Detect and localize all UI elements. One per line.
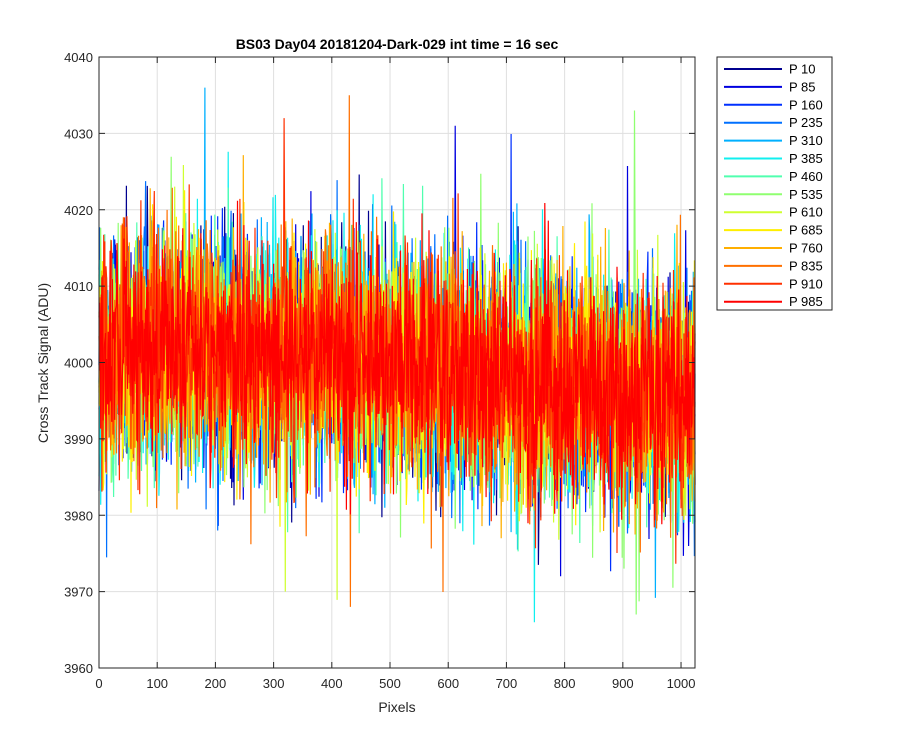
series-line bbox=[98, 200, 696, 525]
x-tick-label: 1000 bbox=[667, 676, 696, 691]
series-lines bbox=[98, 87, 696, 623]
chart-title: BS03 Day04 20181204-Dark-029 int time = … bbox=[236, 36, 559, 52]
legend-entry: P 535 bbox=[724, 187, 823, 202]
legend-entry: P 835 bbox=[724, 258, 823, 273]
y-tick-label: 4040 bbox=[64, 50, 93, 65]
legend-entry: P 10 bbox=[724, 62, 816, 77]
legend-entry: P 610 bbox=[724, 205, 823, 220]
y-axis-label: Cross Track Signal (ADU) bbox=[35, 283, 51, 443]
legend-label: P 10 bbox=[789, 62, 816, 77]
legend-entry: P 310 bbox=[724, 133, 823, 148]
y-tick-label: 3960 bbox=[64, 661, 93, 676]
legend: P 10 P 85 P 160 P 235 P 310 P 385 P 460 P 535 P … bbox=[716, 56, 833, 311]
legend-label: P 385 bbox=[789, 151, 823, 166]
y-tick-label: 3970 bbox=[64, 585, 93, 600]
y-tick-label: 3980 bbox=[64, 508, 93, 523]
legend-label: P 235 bbox=[789, 115, 823, 130]
x-tick-label: 900 bbox=[612, 676, 634, 691]
legend-label: P 985 bbox=[789, 294, 823, 309]
x-tick-labels: 0 100 200 300 400 500 600 700 800 900 1000 bbox=[95, 676, 695, 691]
legend-box bbox=[716, 56, 833, 311]
legend-entry: P 760 bbox=[724, 241, 823, 256]
legend-label: P 535 bbox=[789, 187, 823, 202]
x-tick-label: 400 bbox=[321, 676, 343, 691]
x-tick-label: 300 bbox=[263, 676, 285, 691]
y-tick-label: 4000 bbox=[64, 356, 93, 371]
legend-label: P 835 bbox=[789, 258, 823, 273]
x-tick-label: 600 bbox=[437, 676, 459, 691]
y-tick-label: 4020 bbox=[64, 203, 93, 218]
legend-entry: P 160 bbox=[724, 97, 823, 112]
legend-entry: P 460 bbox=[724, 169, 823, 184]
legend-label: P 85 bbox=[789, 79, 816, 94]
y-tick-labels: 3960 3970 3980 3990 4000 4010 4020 4030 4040 bbox=[64, 50, 93, 676]
y-tick-label: 4030 bbox=[64, 126, 93, 141]
legend-entry: P 85 bbox=[724, 79, 816, 94]
x-tick-label: 800 bbox=[554, 676, 576, 691]
x-tick-label: 500 bbox=[379, 676, 401, 691]
legend-label: P 460 bbox=[789, 169, 823, 184]
legend-entry: P 235 bbox=[724, 115, 823, 130]
legend-label: P 310 bbox=[789, 133, 823, 148]
legend-label: P 910 bbox=[789, 276, 823, 291]
x-tick-label: 700 bbox=[496, 676, 518, 691]
legend-entries: P 10 P 85 P 160 P 235 P 310 P 385 P 460 P 535 P … bbox=[724, 62, 823, 309]
legend-entry: P 985 bbox=[724, 294, 823, 309]
plot-area bbox=[98, 56, 696, 669]
legend-label: P 610 bbox=[789, 205, 823, 220]
legend-label: P 685 bbox=[789, 223, 823, 238]
y-tick-label: 4010 bbox=[64, 279, 93, 294]
x-tick-label: 100 bbox=[146, 676, 168, 691]
legend-label: P 760 bbox=[789, 241, 823, 256]
legend-label: P 160 bbox=[789, 97, 823, 112]
axis-ticks bbox=[98, 56, 695, 669]
x-tick-label: 0 bbox=[95, 676, 102, 691]
legend-entry: P 910 bbox=[724, 276, 823, 291]
x-tick-label: 200 bbox=[205, 676, 227, 691]
y-tick-label: 3990 bbox=[64, 432, 93, 447]
legend-entry: P 385 bbox=[724, 151, 823, 166]
x-axis-label: Pixels bbox=[378, 699, 415, 715]
legend-entry: P 685 bbox=[724, 223, 823, 238]
